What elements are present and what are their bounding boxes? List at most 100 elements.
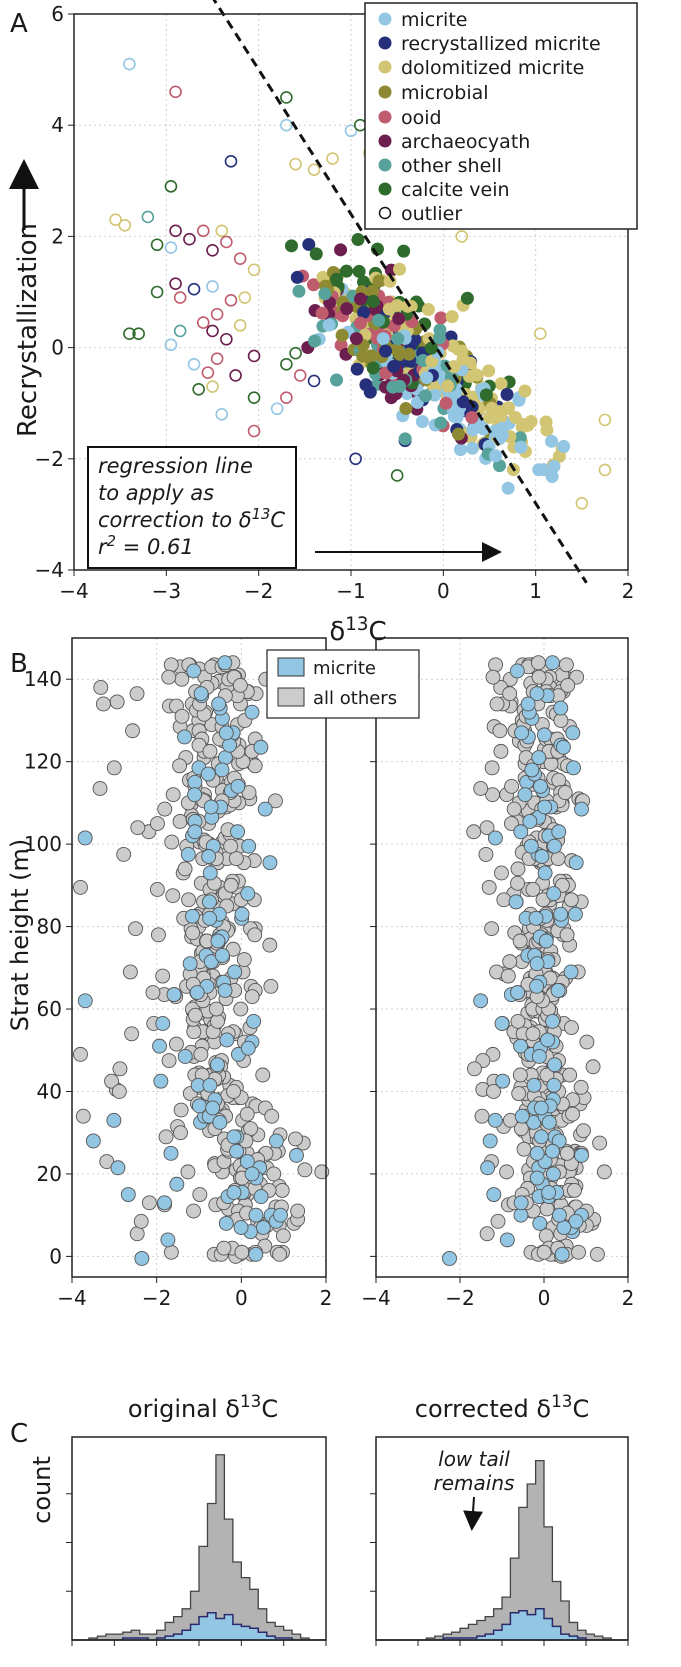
outlier-point	[533, 327, 547, 341]
strat-point-other	[564, 1020, 579, 1036]
strat-point-other	[226, 1084, 241, 1099]
strat-point-micrite	[153, 1073, 169, 1089]
scatter-point	[330, 373, 344, 387]
scatter-point	[382, 302, 396, 316]
strat-point-micrite	[202, 865, 218, 881]
strat-point-other	[485, 669, 501, 685]
strat-point-micrite	[487, 830, 503, 846]
outlier-point	[575, 496, 589, 510]
strat-point-other	[500, 968, 516, 984]
strat-point-other	[596, 1164, 612, 1180]
panel-b-left-xlabel: original δ13C	[128, 1391, 278, 1423]
strat-point-micrite	[212, 1114, 228, 1130]
strat-point-micrite	[234, 906, 250, 922]
strat-point-micrite	[202, 910, 218, 926]
scatter-point	[508, 410, 522, 424]
strat-point-micrite	[217, 750, 233, 766]
strat-point-other	[180, 1164, 196, 1180]
strat-point-other	[239, 1106, 255, 1122]
strat-point-micrite	[550, 983, 566, 998]
strat-point-micrite	[253, 1189, 269, 1205]
y-tick-label: −4	[35, 558, 64, 582]
scatter-point	[290, 270, 304, 284]
strat-point-micrite	[191, 1098, 207, 1114]
strat-point-other	[525, 882, 541, 897]
scatter-point	[309, 247, 323, 261]
strat-point-micrite	[244, 1166, 260, 1182]
strat-point-micrite	[509, 663, 525, 679]
outlier-point	[123, 327, 136, 341]
scatter-point	[545, 434, 559, 448]
scatter-point	[451, 427, 465, 441]
strat-point-other	[268, 793, 283, 809]
strat-point-micrite	[526, 1077, 542, 1093]
strat-point-micrite	[201, 849, 217, 864]
strat-point-other	[502, 954, 518, 970]
strat-point-other	[158, 1129, 174, 1145]
x-tick-label: 0	[538, 1286, 551, 1310]
scatter-point	[372, 274, 386, 288]
strat-point-other	[516, 1141, 532, 1157]
scatter-point	[284, 239, 298, 253]
scatter-point	[402, 347, 416, 361]
strat-point-other	[496, 892, 512, 908]
strat-point-other	[530, 655, 546, 671]
strat-point-other	[232, 677, 248, 693]
strat-point-other	[565, 1106, 581, 1122]
outlier-point	[307, 374, 321, 388]
strat-point-micrite	[218, 1215, 234, 1231]
hist-all-others	[72, 1454, 326, 1641]
hist-all-others	[376, 1459, 628, 1641]
strat-point-micrite	[184, 908, 200, 924]
strat-point-micrite	[77, 993, 93, 1009]
strat-point-other	[109, 694, 125, 710]
strat-point-micrite	[253, 739, 269, 755]
strat-point-other	[111, 1084, 127, 1099]
scatter-point	[376, 332, 390, 346]
strat-point-other	[560, 677, 576, 693]
outlier-point	[270, 402, 284, 416]
strat-point-micrite	[487, 1112, 503, 1128]
strat-point-micrite	[514, 725, 530, 741]
strat-point-micrite	[508, 894, 524, 910]
strat-point-other	[510, 875, 525, 891]
scatter-point	[460, 291, 474, 305]
strat-point-micrite	[442, 1250, 457, 1266]
strat-point-other	[481, 879, 497, 895]
strat-point-micrite	[248, 1246, 264, 1262]
strat-point-micrite	[209, 1057, 225, 1073]
strat-point-micrite	[189, 985, 205, 1000]
scatter-point	[397, 244, 411, 258]
outlier-point	[220, 235, 233, 249]
strat-point-micrite	[524, 762, 540, 778]
outlier-point	[183, 232, 196, 246]
outlier-point	[150, 238, 164, 252]
outlier-point	[247, 263, 261, 277]
strat-point-other	[157, 801, 173, 817]
outlier-point	[598, 463, 612, 477]
strat-point-other	[165, 787, 181, 803]
strat-point-micrite	[531, 750, 547, 766]
strat-point-micrite	[537, 799, 553, 815]
scatter-point	[351, 232, 365, 246]
strat-point-micrite	[255, 1220, 271, 1235]
strat-point-other	[233, 1001, 249, 1017]
strat-point-micrite	[565, 725, 581, 741]
scatter-point	[391, 332, 405, 346]
panel-a-legend: micrite recrystallized micrite dolomitiz…	[364, 2, 638, 230]
strat-point-other	[525, 1026, 541, 1042]
strat-point-micrite	[551, 824, 567, 840]
strat-point-other	[163, 1244, 179, 1260]
outlier-point	[349, 452, 362, 466]
strat-point-micrite	[529, 686, 545, 702]
strat-point-other	[504, 778, 520, 794]
strat-point-other	[562, 1067, 578, 1083]
strat-point-other	[236, 952, 252, 968]
strat-point-other	[161, 669, 177, 685]
scatter-point	[372, 313, 386, 327]
scatter-point	[334, 243, 348, 257]
scatter-point	[489, 449, 503, 463]
